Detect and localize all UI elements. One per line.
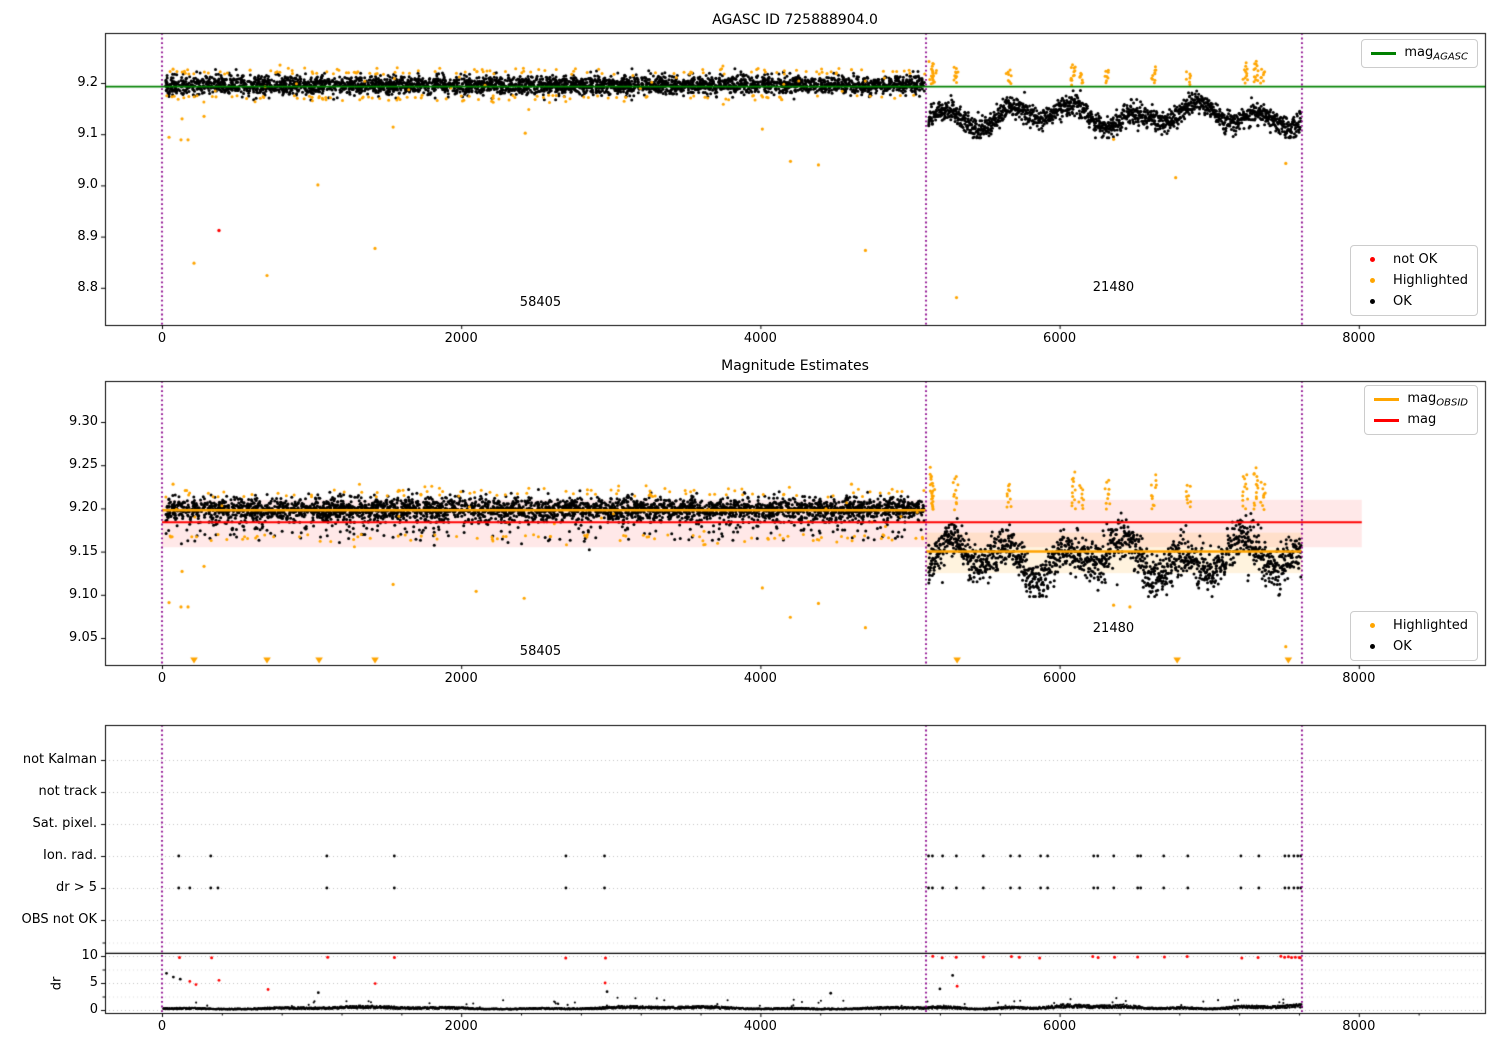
legend-mag-agasc: magAGASC xyxy=(1361,39,1478,68)
flag-row-label: dr > 5 xyxy=(55,880,97,895)
obsid-label: 58405 xyxy=(519,643,562,659)
legend-label: not OK xyxy=(1393,252,1438,267)
x-tick-label: 6000 xyxy=(1043,671,1077,686)
highlighted-dot-swatch xyxy=(1360,278,1385,283)
y-tick-label: 8.8 xyxy=(77,279,98,295)
x-tick-label: 0 xyxy=(157,1019,167,1034)
x-tick-label: 8000 xyxy=(1342,1019,1376,1034)
y-tick-label: 9.10 xyxy=(69,586,98,602)
legend-label: magAGASC xyxy=(1404,44,1468,63)
legend-label: magOBSID xyxy=(1407,390,1468,409)
flag-row-label: OBS not OK xyxy=(21,912,98,927)
legend-label: OK xyxy=(1393,294,1412,309)
plot2-title: Magnitude Estimates xyxy=(721,358,869,374)
legend-plot1-markers: not OK Highlighted OK xyxy=(1350,245,1478,316)
legend-plot2-markers: Highlighted OK xyxy=(1350,611,1478,661)
legend-item-ok: OK xyxy=(1360,291,1468,312)
y-tick-label: 5 xyxy=(89,975,98,990)
x-tick-label: 8000 xyxy=(1342,671,1376,686)
y-tick-label: 9.15 xyxy=(69,543,98,559)
x-tick-label: 2000 xyxy=(444,1019,478,1034)
y-tick-label: 9.0 xyxy=(77,177,98,193)
legend-item-mag-agasc: magAGASC xyxy=(1371,43,1468,64)
x-tick-label: 4000 xyxy=(743,331,777,346)
x-tick-label: 6000 xyxy=(1043,331,1077,346)
x-tick-label: 4000 xyxy=(743,1019,777,1034)
legend-label: OK xyxy=(1393,639,1412,654)
flag-row-label: not Kalman xyxy=(22,752,97,767)
x-tick-label: 2000 xyxy=(444,331,478,346)
y-tick-label: 10 xyxy=(81,948,98,963)
ok-dot-swatch xyxy=(1360,299,1385,304)
x-tick-label: 4000 xyxy=(743,671,777,686)
y-tick-label: 9.30 xyxy=(69,414,98,429)
y-tick-label: 8.9 xyxy=(77,228,98,244)
legend-mag-obsid: magOBSID mag xyxy=(1364,385,1478,435)
x-tick-label: 0 xyxy=(157,331,167,346)
highlighted-dot-swatch xyxy=(1360,623,1385,628)
y-tick-label: 9.1 xyxy=(77,126,98,142)
legend-label: Highlighted xyxy=(1393,273,1468,288)
y-tick-label: 9.20 xyxy=(69,500,98,516)
not-ok-dot-swatch xyxy=(1360,257,1385,262)
y-tick-label: 9.2 xyxy=(77,75,98,90)
ok-dot-swatch xyxy=(1360,644,1385,649)
x-tick-label: 0 xyxy=(157,671,167,686)
x-tick-label: 2000 xyxy=(444,671,478,686)
legend-label: Highlighted xyxy=(1393,618,1468,633)
obsid-label: 21480 xyxy=(1092,279,1135,295)
flag-row-label: not track xyxy=(38,784,97,799)
legend-item-mag-obsid: magOBSID xyxy=(1374,389,1468,410)
legend-item-not-ok: not OK xyxy=(1360,249,1468,270)
legend-item-mag: mag xyxy=(1374,410,1468,431)
legend-label: mag xyxy=(1407,411,1437,427)
flag-row-label: Ion. rad. xyxy=(43,848,97,863)
flag-row-label: Sat. pixel. xyxy=(32,816,97,831)
y-tick-label: 9.25 xyxy=(69,457,98,473)
mag-line-swatch xyxy=(1374,419,1400,422)
y-tick-label: 0 xyxy=(89,1002,98,1017)
mag-agasc-line-swatch xyxy=(1371,52,1397,55)
legend-item-highlighted: Highlighted xyxy=(1360,615,1468,636)
x-tick-label: 6000 xyxy=(1043,1019,1077,1034)
legend-item-ok: OK xyxy=(1360,636,1468,657)
obsid-label: 21480 xyxy=(1092,621,1135,637)
mag-obsid-line-swatch xyxy=(1374,398,1400,401)
plot1-title: AGASC ID 725888904.0 xyxy=(712,12,878,28)
legend-item-highlighted: Highlighted xyxy=(1360,270,1468,291)
x-tick-label: 8000 xyxy=(1342,331,1376,346)
obsid-label: 58405 xyxy=(519,295,562,311)
y-tick-label: 9.05 xyxy=(69,630,98,645)
